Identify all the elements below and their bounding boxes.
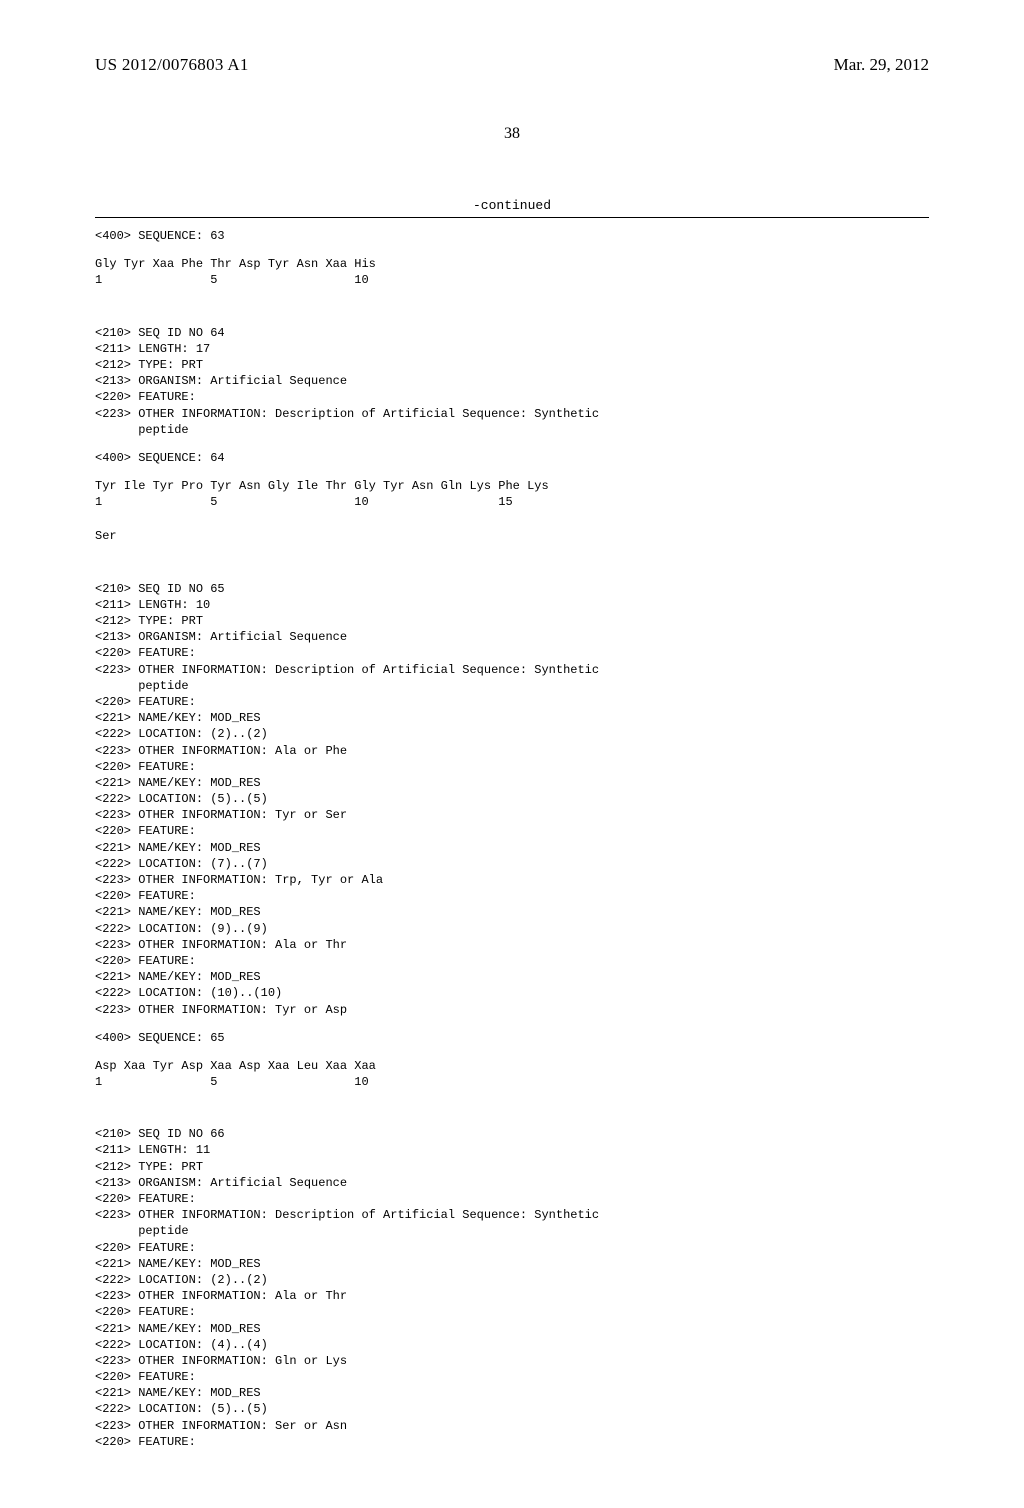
seq-line: <220> FEATURE: [95, 888, 929, 904]
continued-label: -continued [95, 198, 929, 213]
seq-line: <220> FEATURE: [95, 694, 929, 710]
sequence-65-meta: <210> SEQ ID NO 65 <211> LENGTH: 10 <212… [95, 581, 929, 1091]
seq-line: <222> LOCATION: (4)..(4) [95, 1337, 929, 1353]
seq-line: <223> OTHER INFORMATION: Description of … [95, 406, 929, 422]
seq-line: <220> FEATURE: [95, 1240, 929, 1256]
seq-line: <221> NAME/KEY: MOD_RES [95, 969, 929, 985]
seq-line: <220> FEATURE: [95, 389, 929, 405]
seq-line: <223> OTHER INFORMATION: Ser or Asn [95, 1418, 929, 1434]
seq-line: <213> ORGANISM: Artificial Sequence [95, 373, 929, 389]
seq-positions: 1 5 10 15 [95, 494, 929, 510]
seq-line: <220> FEATURE: [95, 1369, 929, 1385]
seq-line: <213> ORGANISM: Artificial Sequence [95, 1175, 929, 1191]
seq-positions: 1 5 10 [95, 1074, 929, 1090]
seq-line: <223> OTHER INFORMATION: Ala or Phe [95, 743, 929, 759]
seq-line: <211> LENGTH: 10 [95, 597, 929, 613]
seq-line: <210> SEQ ID NO 66 [95, 1126, 929, 1142]
seq-line: <220> FEATURE: [95, 823, 929, 839]
seq-line: <223> OTHER INFORMATION: Tyr or Ser [95, 807, 929, 823]
seq-line: <223> OTHER INFORMATION: Ala or Thr [95, 937, 929, 953]
seq-line: <212> TYPE: PRT [95, 613, 929, 629]
seq-residues: Gly Tyr Xaa Phe Thr Asp Tyr Asn Xaa His [95, 256, 929, 272]
seq-line: <220> FEATURE: [95, 1304, 929, 1320]
seq-line: <223> OTHER INFORMATION: Description of … [95, 1207, 929, 1223]
seq-line: <223> OTHER INFORMATION: Ala or Thr [95, 1288, 929, 1304]
seq-line: <220> FEATURE: [95, 1434, 929, 1450]
seq-line: <221> NAME/KEY: MOD_RES [95, 775, 929, 791]
seq-line: <222> LOCATION: (5)..(5) [95, 1401, 929, 1417]
page-number: 38 [95, 125, 929, 143]
publication-number: US 2012/0076803 A1 [95, 55, 249, 75]
seq-residues-end: Ser [95, 528, 929, 544]
page-header: US 2012/0076803 A1 Mar. 29, 2012 [95, 55, 929, 75]
sequence-66-meta: <210> SEQ ID NO 66 <211> LENGTH: 11 <212… [95, 1126, 929, 1450]
seq-line: peptide [95, 1223, 929, 1239]
seq-line: <223> OTHER INFORMATION: Tyr or Asp [95, 1002, 929, 1018]
publication-date: Mar. 29, 2012 [834, 55, 929, 75]
seq-tag: <400> SEQUENCE: 63 [95, 228, 929, 244]
seq-tag: <400> SEQUENCE: 65 [95, 1030, 929, 1046]
seq-line: <220> FEATURE: [95, 953, 929, 969]
seq-line: <212> TYPE: PRT [95, 1159, 929, 1175]
seq-line: <222> LOCATION: (5)..(5) [95, 791, 929, 807]
seq-line: <221> NAME/KEY: MOD_RES [95, 904, 929, 920]
seq-line: <223> OTHER INFORMATION: Description of … [95, 662, 929, 678]
seq-line: <223> OTHER INFORMATION: Trp, Tyr or Ala [95, 872, 929, 888]
sequence-64-meta: <210> SEQ ID NO 64 <211> LENGTH: 17 <212… [95, 325, 929, 545]
seq-line: <211> LENGTH: 17 [95, 341, 929, 357]
seq-line: <210> SEQ ID NO 65 [95, 581, 929, 597]
seq-line: <222> LOCATION: (2)..(2) [95, 1272, 929, 1288]
seq-residues: Tyr Ile Tyr Pro Tyr Asn Gly Ile Thr Gly … [95, 478, 929, 494]
seq-line: <220> FEATURE: [95, 1191, 929, 1207]
seq-line: <222> LOCATION: (7)..(7) [95, 856, 929, 872]
seq-line: <220> FEATURE: [95, 645, 929, 661]
seq-line: <222> LOCATION: (9)..(9) [95, 921, 929, 937]
seq-line: <213> ORGANISM: Artificial Sequence [95, 629, 929, 645]
seq-line: <220> FEATURE: [95, 759, 929, 775]
seq-line: <212> TYPE: PRT [95, 357, 929, 373]
seq-line: <221> NAME/KEY: MOD_RES [95, 840, 929, 856]
seq-line: <222> LOCATION: (2)..(2) [95, 726, 929, 742]
seq-line: <223> OTHER INFORMATION: Gln or Lys [95, 1353, 929, 1369]
seq-residues: Asp Xaa Tyr Asp Xaa Asp Xaa Leu Xaa Xaa [95, 1058, 929, 1074]
seq-positions: 1 5 10 [95, 272, 929, 288]
seq-line: <221> NAME/KEY: MOD_RES [95, 1256, 929, 1272]
seq-line: <211> LENGTH: 11 [95, 1142, 929, 1158]
seq-line: <210> SEQ ID NO 64 [95, 325, 929, 341]
seq-line: <221> NAME/KEY: MOD_RES [95, 710, 929, 726]
seq-line: <221> NAME/KEY: MOD_RES [95, 1385, 929, 1401]
seq-tag: <400> SEQUENCE: 64 [95, 450, 929, 466]
seq-line: peptide [95, 678, 929, 694]
sequence-63: <400> SEQUENCE: 63 Gly Tyr Xaa Phe Thr A… [95, 228, 929, 289]
seq-line: peptide [95, 422, 929, 438]
divider [95, 217, 929, 218]
seq-line: <222> LOCATION: (10)..(10) [95, 985, 929, 1001]
seq-line: <221> NAME/KEY: MOD_RES [95, 1321, 929, 1337]
